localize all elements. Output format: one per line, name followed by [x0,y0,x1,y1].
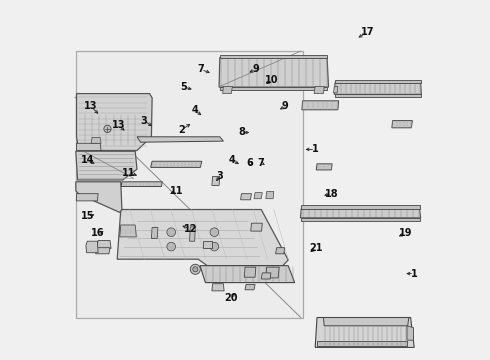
Polygon shape [335,80,421,83]
Text: 1: 1 [411,269,417,279]
Circle shape [167,228,175,237]
Polygon shape [275,248,285,254]
Text: 20: 20 [224,293,237,303]
Text: 18: 18 [324,189,338,199]
Polygon shape [86,241,98,253]
Polygon shape [151,228,158,238]
Polygon shape [76,151,137,180]
Polygon shape [314,86,324,94]
Polygon shape [301,218,419,221]
Polygon shape [251,223,262,231]
Text: 3: 3 [217,171,223,181]
Polygon shape [202,241,212,248]
Text: 11: 11 [170,186,183,196]
Polygon shape [407,326,414,340]
Text: 13: 13 [84,101,98,111]
Text: 5: 5 [180,82,187,92]
Text: 14: 14 [80,155,94,165]
Polygon shape [261,273,271,279]
Text: 9: 9 [282,101,289,111]
Polygon shape [300,209,421,218]
Polygon shape [212,284,224,291]
Polygon shape [302,101,339,110]
Polygon shape [96,248,110,254]
Text: 19: 19 [398,228,412,238]
Text: 8: 8 [238,127,245,138]
Polygon shape [317,341,407,346]
Polygon shape [200,266,294,283]
Circle shape [167,242,175,251]
Polygon shape [219,58,328,87]
Bar [76,51,303,318]
Polygon shape [222,86,232,94]
Text: 7: 7 [258,158,265,168]
Text: 13: 13 [112,120,125,130]
Polygon shape [334,86,338,93]
Polygon shape [76,194,98,201]
Polygon shape [266,267,279,278]
Text: 21: 21 [310,243,323,253]
Text: 10: 10 [265,75,279,85]
Text: 15: 15 [80,211,94,221]
Text: 11: 11 [122,168,136,178]
Text: 17: 17 [361,27,374,37]
Polygon shape [220,55,327,58]
Polygon shape [76,94,152,150]
Polygon shape [220,87,327,90]
Text: 2: 2 [179,125,185,135]
Polygon shape [212,176,220,185]
Polygon shape [241,194,251,200]
Circle shape [210,242,219,251]
Text: 4: 4 [229,155,236,165]
Polygon shape [76,143,101,150]
Polygon shape [245,284,255,290]
Polygon shape [91,138,101,143]
Polygon shape [392,121,413,128]
Text: 12: 12 [184,224,197,234]
Polygon shape [335,94,421,97]
Text: 6: 6 [246,158,253,168]
Polygon shape [121,182,162,186]
Polygon shape [120,225,136,237]
Circle shape [104,125,111,132]
Polygon shape [266,192,274,199]
Polygon shape [97,240,111,248]
Text: 16: 16 [91,228,105,238]
Polygon shape [245,267,256,277]
Text: 3: 3 [141,116,147,126]
Polygon shape [316,164,332,170]
Circle shape [210,228,219,237]
Polygon shape [117,210,288,266]
Text: 1: 1 [312,144,318,154]
Polygon shape [323,318,409,326]
Polygon shape [190,227,196,241]
Polygon shape [334,83,421,94]
Polygon shape [315,318,414,347]
Circle shape [193,267,198,272]
Polygon shape [76,182,122,212]
Text: 9: 9 [252,64,259,74]
Text: 4: 4 [191,105,198,115]
Polygon shape [301,205,419,209]
Text: 7: 7 [197,64,204,75]
Polygon shape [151,161,202,167]
Polygon shape [137,137,223,142]
Polygon shape [254,193,262,199]
Circle shape [190,264,200,274]
